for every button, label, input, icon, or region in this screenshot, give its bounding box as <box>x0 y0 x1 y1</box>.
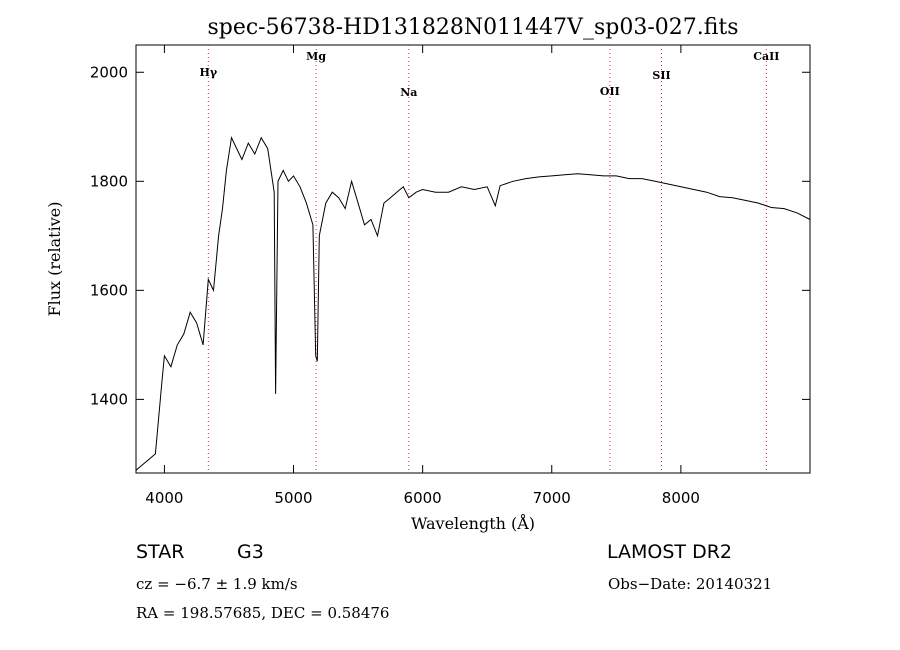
x-tick-label: 4000 <box>145 489 183 507</box>
spectral-line-label: Na <box>400 86 417 99</box>
y-axis-label: Flux (relative) <box>45 202 64 317</box>
spectral-line-label: SII <box>652 69 670 82</box>
y-tick-label: 1800 <box>90 172 128 190</box>
spectrum-line <box>135 136 811 471</box>
spectral-line-label: OII <box>600 85 620 98</box>
y-tick-label: 2000 <box>90 63 128 81</box>
x-axis-ticks: 4000 5000 6000 7000 8000 <box>145 45 700 507</box>
y-axis-ticks: 1400 1600 1800 2000 <box>90 63 810 408</box>
survey-name: LAMOST DR2 <box>607 541 732 563</box>
x-tick-label: 7000 <box>533 489 571 507</box>
plot-frame <box>135 44 811 474</box>
spectral-line-label: Hγ <box>199 66 217 79</box>
y-tick-label: 1400 <box>90 390 128 408</box>
ra-dec: RA = 198.57685, DEC = 0.58476 <box>136 604 390 622</box>
y-tick-label: 1600 <box>90 281 128 299</box>
x-tick-label: 6000 <box>404 489 442 507</box>
observation-date: Obs−Date: 20140321 <box>608 575 773 593</box>
x-tick-label: 5000 <box>274 489 312 507</box>
object-class: STAR <box>136 541 185 563</box>
x-axis-label: Wavelength (Å) <box>411 513 535 533</box>
spectral-line-markers: Hγ Mg Na OII SII CaII <box>199 45 779 473</box>
spectral-line-label: Mg <box>306 50 326 63</box>
object-subclass: G3 <box>237 541 264 563</box>
redshift-cz: cz = −6.7 ± 1.9 km/s <box>136 575 298 593</box>
spectral-line-label: CaII <box>753 50 779 63</box>
x-tick-label: 8000 <box>662 489 700 507</box>
chart-title: spec-56738-HD131828N011447V_sp03-027.fit… <box>207 15 738 40</box>
